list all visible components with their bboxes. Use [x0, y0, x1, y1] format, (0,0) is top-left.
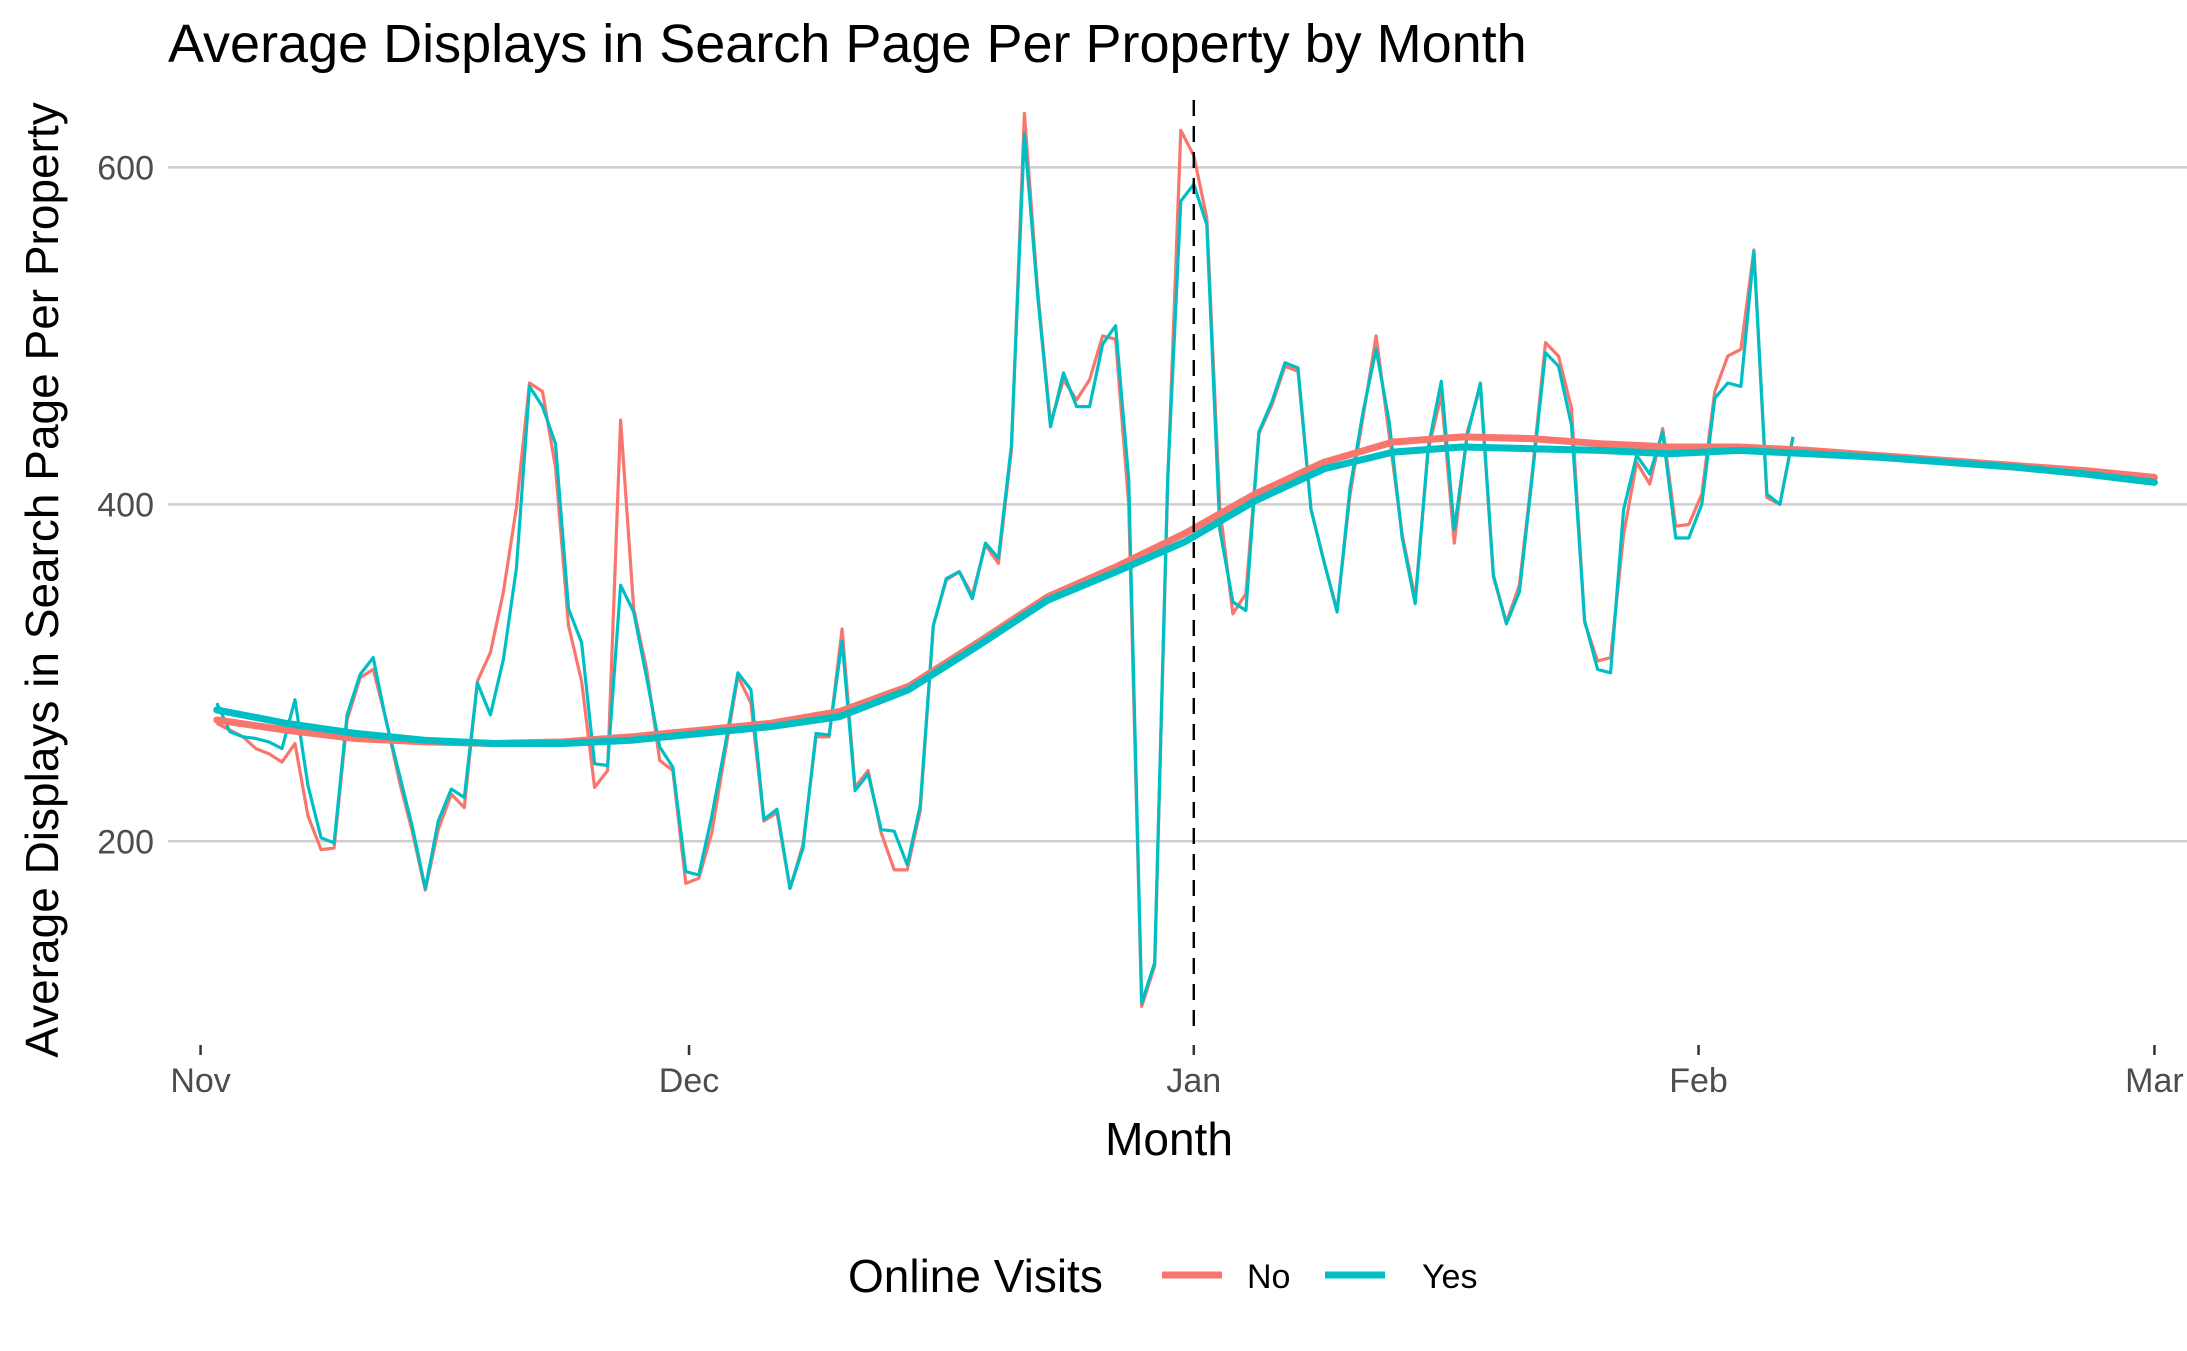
- x-tick-label: Feb: [1669, 1062, 1728, 1100]
- y-axis-ticks: 200 400 600: [97, 149, 154, 861]
- x-tick-label: Dec: [659, 1062, 719, 1100]
- grid: [168, 166, 2187, 843]
- x-tick-label: Jan: [1166, 1062, 1221, 1100]
- series-line-yes: [215, 132, 1795, 1005]
- x-axis-ticks: Nov Dec Jan Feb Mar: [170, 1045, 2184, 1100]
- x-axis-title: Month: [1105, 1113, 1233, 1165]
- y-tick-label: 400: [97, 486, 154, 524]
- chart-title: Average Displays in Search Page Per Prop…: [168, 14, 1527, 74]
- trend-line-yes: [213, 443, 2158, 747]
- trend-layer: [213, 433, 2158, 747]
- y-tick-label: 600: [97, 149, 154, 187]
- y-axis-title: Average Displays in Search Page Per Prop…: [16, 102, 68, 1057]
- x-tick-label: Nov: [170, 1062, 230, 1100]
- series-line-no: [216, 111, 1795, 1009]
- x-tick-label: Mar: [2125, 1062, 2184, 1100]
- y-tick-label: 200: [97, 823, 154, 861]
- legend-label-no: No: [1247, 1258, 1290, 1296]
- legend: Online Visits No Yes: [848, 1250, 1477, 1302]
- legend-label-yes: Yes: [1422, 1258, 1477, 1296]
- legend-title: Online Visits: [848, 1250, 1103, 1302]
- trend-line-no: [213, 433, 2158, 747]
- series-layer: [215, 111, 1795, 1009]
